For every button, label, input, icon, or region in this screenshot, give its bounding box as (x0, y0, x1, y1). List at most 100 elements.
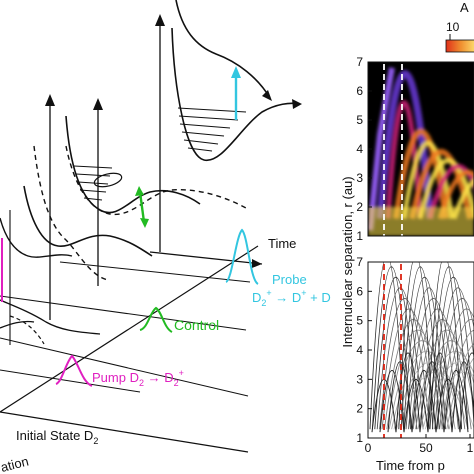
trajectory-ytick-tick-label: 7 (356, 255, 363, 269)
trajectory-line (446, 342, 474, 430)
trajectory-line (395, 352, 421, 433)
bound-well-back (171, 27, 301, 161)
colorbar (445, 39, 474, 53)
heatmap-density-band (409, 149, 473, 220)
guide-line-control (0, 295, 247, 331)
heatmap-density-band (417, 158, 474, 220)
pump-pulse (55, 354, 93, 387)
wavepacket-loop-mid (93, 172, 123, 188)
repulsive-curve-back (175, 0, 271, 99)
heatmap-ytick-tick-label: 1 (356, 229, 363, 243)
trajectory-ytick-tick-label: 6 (356, 284, 363, 298)
trajectory-line (448, 357, 474, 430)
bound-well-back-arrowhead (292, 99, 302, 109)
energy-axis-back-arrowhead (155, 14, 165, 26)
trajectory-xtick-label: 1 (467, 441, 474, 455)
probe-excitation-arrowhead (231, 66, 241, 78)
energy-axis-mid-arrowhead (93, 98, 103, 110)
lower-curve-front (0, 320, 35, 329)
dashed-ground-front (9, 315, 45, 345)
trajectory-ytick-tick-label: 1 (356, 431, 363, 445)
heatmap-density-band (451, 178, 474, 220)
trajectory-line (387, 361, 413, 433)
time-axis (0, 411, 249, 453)
guide-line-pump (0, 337, 249, 397)
trajectory-line (403, 379, 429, 433)
trajectory-line (411, 370, 437, 433)
y-axis-label: Internuclear separation, r (au) (340, 176, 355, 347)
heatmap-density-band (427, 164, 474, 220)
dashed-curve-mid (65, 145, 247, 216)
control-label: Control (174, 317, 219, 333)
schematic-diagram: Time Probe D2+ → D+ + D Control Pump D2 … (0, 0, 331, 474)
heatmap-inner-region (368, 207, 474, 236)
trajectory-marks (369, 262, 474, 433)
trajectory-line (369, 262, 405, 430)
trajectory-xticks: 0 50 1 (365, 434, 474, 455)
trajectory-xtick-label: 50 (419, 441, 433, 455)
trajectory-line (443, 370, 469, 433)
initial-state-label: Initial State D2 (16, 428, 98, 446)
ground-state-curve (0, 299, 101, 335)
trajectory-ytick-tick-label: 5 (356, 314, 363, 328)
trajectory-line (388, 340, 456, 430)
trajectory-xtick-label: 0 (365, 441, 372, 455)
initial-well (0, 217, 73, 258)
x-axis-label: Time from p (376, 458, 445, 473)
energy-axis-front-arrowhead (45, 94, 55, 106)
heatmap-density-band (401, 141, 455, 219)
trajectory-line (419, 361, 445, 433)
trajectory-line (429, 266, 469, 430)
trajectory-ytick-tick-label: 3 (356, 372, 363, 386)
vibrational-levels-back (177, 107, 247, 152)
trajectory-line (417, 340, 474, 430)
heatmap-ytick-tick-label: 5 (356, 113, 363, 127)
trajectory-line (398, 262, 434, 430)
colorbar-title: A (460, 0, 469, 15)
trajectory-yticks: 1 2 3 4 5 6 7 (356, 255, 372, 445)
bound-well-mid (65, 115, 201, 214)
control-pulse (139, 306, 173, 333)
trajectory-line (427, 352, 453, 433)
dashed-curve-front (33, 145, 109, 281)
partial-axis-label: ation (0, 454, 30, 474)
trajectory-line (386, 329, 450, 430)
initial-state-axis (0, 245, 259, 413)
trajectory-line (371, 266, 411, 430)
trajectory-line (410, 308, 466, 430)
heatmap-initial-band (368, 67, 395, 231)
repulsive-curve-back-arrowhead (262, 90, 272, 101)
control-coupling-arrow (138, 191, 146, 223)
time-axis-arrow (149, 251, 263, 265)
probe-label: Probe (272, 272, 307, 287)
heatmap-density-band (393, 128, 449, 220)
heatmap-density-band (437, 169, 474, 220)
time-label: Time (268, 236, 296, 251)
trajectory-line (436, 297, 474, 430)
heatmap-density-band (376, 70, 434, 219)
control-coupling-arrowhead-up (135, 186, 144, 196)
trajectory-line (439, 308, 474, 430)
guide-line-initial (0, 369, 141, 393)
trajectory-line (435, 379, 461, 433)
probe-equation: D2+ → D+ + D (252, 288, 331, 308)
probe-pulse (225, 228, 259, 285)
trajectory-line (405, 287, 453, 430)
trajectory-ytick-tick-label: 2 (356, 402, 363, 416)
vibrational-levels-mid (73, 165, 113, 201)
trajectory-line (427, 262, 463, 430)
heatmap-ytick-tick-label: 7 (356, 55, 363, 69)
pump-equation: Pump D2 → D2+ (92, 368, 184, 388)
trajectory-line (434, 287, 474, 430)
heatmap-ytick-tick-label: 4 (356, 142, 363, 156)
time-arrowhead (252, 259, 262, 268)
colorbar-tick-label: 10 (446, 20, 460, 34)
trajectory-line (400, 266, 440, 430)
heatmap-ytick-tick-label: 6 (356, 84, 363, 98)
heatmap-marks (368, 67, 474, 236)
heatmap-yticks: 1 2 3 4 5 6 7 (356, 55, 372, 243)
bound-well-front (23, 185, 153, 257)
heatmap-ytick-tick-label: 2 (356, 200, 363, 214)
heatmap-ytick-tick-label: 3 (356, 171, 363, 185)
